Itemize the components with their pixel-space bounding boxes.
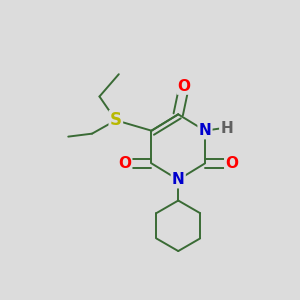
Text: N: N bbox=[172, 172, 184, 187]
Text: H: H bbox=[220, 121, 233, 136]
Text: N: N bbox=[199, 123, 212, 138]
Text: O: O bbox=[178, 79, 191, 94]
Text: S: S bbox=[110, 111, 122, 129]
Text: O: O bbox=[118, 156, 131, 171]
Text: O: O bbox=[225, 156, 238, 171]
